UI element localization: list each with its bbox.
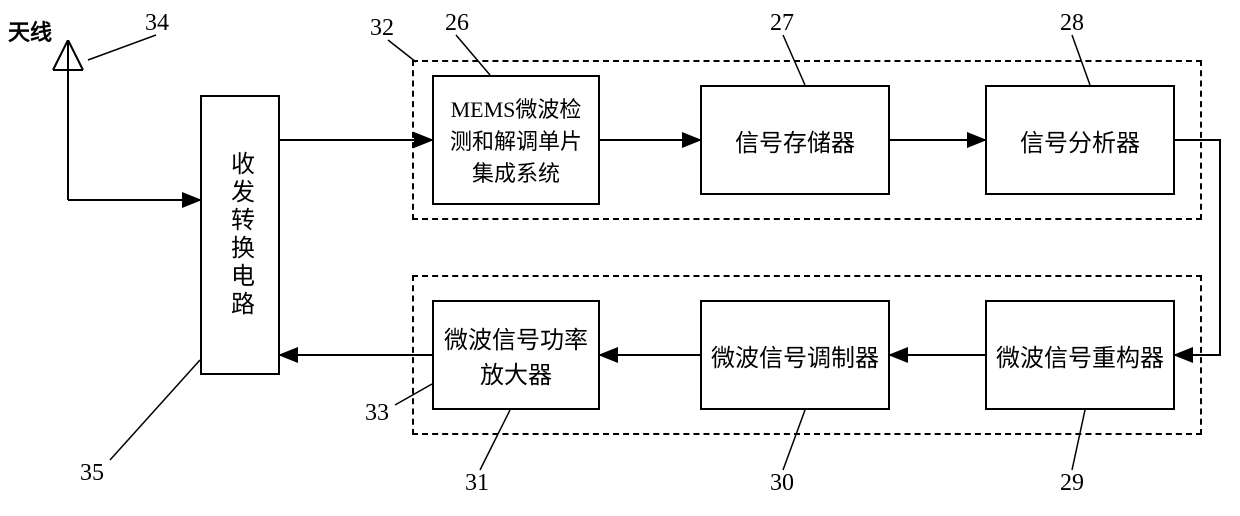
- transceiver-block: 收发转换电路: [200, 95, 280, 375]
- analyzer-label: 信号分析器: [1020, 123, 1140, 158]
- analyzer-block: 信号分析器: [985, 85, 1175, 195]
- mems-label: MEMS微波检测和解调单片集成系统: [442, 92, 590, 188]
- label-35: 35: [80, 460, 104, 487]
- mems-block: MEMS微波检测和解调单片集成系统: [432, 75, 600, 205]
- amplifier-block: 微波信号功率放大器: [432, 300, 600, 410]
- transceiver-label: 收发转换电路: [223, 151, 258, 319]
- label-30: 30: [770, 470, 794, 497]
- modulator-label: 微波信号调制器: [711, 338, 879, 373]
- label-27: 27: [770, 10, 794, 37]
- modulator-block: 微波信号调制器: [700, 300, 890, 410]
- antenna-label: 天线: [8, 15, 52, 47]
- amplifier-label: 微波信号功率放大器: [442, 320, 590, 390]
- label-28: 28: [1060, 10, 1084, 37]
- label-29: 29: [1060, 470, 1084, 497]
- reconstructor-label: 微波信号重构器: [996, 338, 1164, 373]
- label-31: 31: [465, 470, 489, 497]
- label-32: 32: [370, 15, 394, 42]
- label-26: 26: [445, 10, 469, 37]
- label-34: 34: [145, 10, 169, 37]
- antenna-icon: [48, 40, 88, 210]
- storage-block: 信号存储器: [700, 85, 890, 195]
- label-33: 33: [365, 400, 389, 427]
- reconstructor-block: 微波信号重构器: [985, 300, 1175, 410]
- storage-label: 信号存储器: [735, 123, 855, 158]
